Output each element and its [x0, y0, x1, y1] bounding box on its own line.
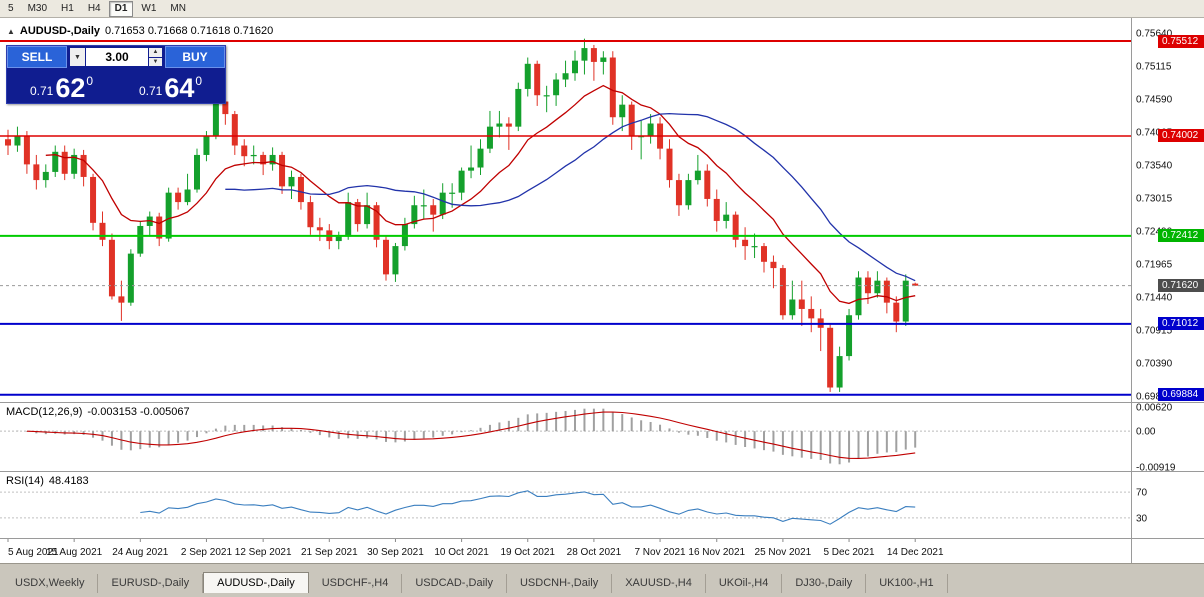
svg-text:0.71965: 0.71965: [1136, 260, 1173, 271]
svg-text:25 Nov 2021: 25 Nov 2021: [755, 547, 812, 558]
macd-values: -0.003153 -0.005067: [87, 406, 190, 418]
tab-xauusd-h4[interactable]: XAUUSD-,H4: [612, 574, 706, 593]
lot-increase-button[interactable]: ▲: [149, 48, 162, 57]
sell-price-point: 0: [86, 74, 94, 88]
collapse-panel-icon[interactable]: ▲: [7, 26, 15, 36]
lot-dropdown-button[interactable]: ▼: [70, 48, 85, 66]
tab-usdcnh-daily[interactable]: USDCNH-,Daily: [506, 574, 613, 593]
tab-ukoil-h4[interactable]: UKOil-,H4: [705, 574, 783, 593]
svg-text:24 Aug 2021: 24 Aug 2021: [112, 547, 169, 558]
lot-size-control: ▼ 3.00 ▲ ▼: [67, 46, 165, 68]
buy-button[interactable]: BUY: [165, 46, 225, 68]
period-button-mn[interactable]: MN: [170, 2, 186, 14]
tab-eurusd-daily[interactable]: EURUSD-,Daily: [98, 574, 204, 593]
svg-text:0.72490: 0.72490: [1136, 227, 1173, 238]
svg-text:0.75640: 0.75640: [1136, 29, 1173, 40]
period-button-d1[interactable]: D1: [108, 0, 134, 17]
svg-text:0.74590: 0.74590: [1136, 95, 1173, 106]
svg-text:0.70915: 0.70915: [1136, 326, 1173, 337]
buy-price[interactable]: 0.71 64 0: [116, 68, 225, 103]
chart-tabbar: USDX,Weekly EURUSD-,Daily AUDUSD-,Daily USD…: [0, 571, 1204, 593]
period-toolbar: 5 M30 H1 H4 D1 W1 MN: [0, 0, 1204, 18]
svg-text:0.00620: 0.00620: [1136, 403, 1173, 414]
tab-usdchf-h4[interactable]: USDCHF-,H4: [308, 574, 403, 593]
buy-price-point: 0: [195, 74, 203, 88]
period-button-h4[interactable]: H4: [87, 2, 101, 14]
svg-text:7 Nov 2021: 7 Nov 2021: [634, 547, 686, 558]
tab-audusd-daily[interactable]: AUDUSD-,Daily: [203, 572, 309, 593]
svg-text:14 Dec 2021: 14 Dec 2021: [887, 547, 944, 558]
sell-price-pips: 62: [55, 73, 86, 103]
buy-price-prefix: 0.71: [138, 84, 163, 98]
svg-text:30 Sep 2021: 30 Sep 2021: [367, 547, 424, 558]
svg-text:0.71440: 0.71440: [1136, 293, 1173, 304]
ohlc-values: 0.71653 0.71668 0.71618 0.71620: [105, 25, 274, 37]
sell-price[interactable]: 0.71 62 0: [7, 68, 116, 103]
buy-price-pips: 64: [164, 73, 195, 103]
period-button-h1[interactable]: H1: [61, 2, 74, 14]
svg-text:0.70390: 0.70390: [1136, 359, 1173, 370]
rsi-value: 48.4183: [48, 475, 89, 487]
tab-dj30-daily[interactable]: DJ30-,Daily: [782, 574, 867, 593]
sell-button[interactable]: SELL: [7, 46, 67, 68]
svg-text:5 Dec 2021: 5 Dec 2021: [823, 547, 875, 558]
svg-text:30: 30: [1136, 513, 1148, 524]
svg-text:28 Oct 2021: 28 Oct 2021: [567, 547, 622, 558]
period-button-w1[interactable]: W1: [141, 2, 157, 14]
svg-text:70: 70: [1136, 488, 1148, 499]
svg-text:0.75115: 0.75115: [1136, 62, 1172, 73]
svg-text:0.73015: 0.73015: [1136, 194, 1173, 205]
svg-text:21 Sep 2021: 21 Sep 2021: [301, 547, 358, 558]
svg-text:0.69865: 0.69865: [1136, 392, 1173, 403]
period-button-5[interactable]: 5: [8, 2, 14, 14]
macd-indicator-label: MACD(12,26,9) -0.003153 -0.005067: [6, 406, 190, 418]
svg-text:19 Oct 2021: 19 Oct 2021: [501, 547, 556, 558]
one-click-trade-panel: SELL ▼ 3.00 ▲ ▼ BUY 0.71 62 0 0.71 64 0: [6, 45, 226, 104]
tab-uk100-h1[interactable]: UK100-,H1: [866, 574, 948, 593]
svg-text:10 Oct 2021: 10 Oct 2021: [434, 547, 489, 558]
tab-usdcad-daily[interactable]: USDCAD-,Daily: [402, 574, 507, 593]
lot-size-field[interactable]: 3.00: [86, 48, 148, 66]
sell-price-prefix: 0.71: [29, 84, 54, 98]
svg-text:0.73540: 0.73540: [1136, 161, 1173, 172]
lot-decrease-button[interactable]: ▼: [149, 57, 162, 66]
chart-canvas[interactable]: 0.75640 0.75115 0.74590 0.74065 0.73540 0.730…: [0, 18, 1204, 563]
svg-text:12 Sep 2021: 12 Sep 2021: [235, 547, 292, 558]
svg-text:15 Aug 2021: 15 Aug 2021: [46, 547, 103, 558]
svg-text:-0.00919: -0.00919: [1136, 463, 1176, 474]
svg-text:5 Aug 2021: 5 Aug 2021: [8, 547, 59, 558]
svg-text:0.00: 0.00: [1136, 427, 1156, 438]
symbol-label: AUDUSD-,Daily: [19, 25, 100, 37]
svg-text:0.74065: 0.74065: [1136, 128, 1173, 139]
period-button-m30[interactable]: M30: [27, 2, 48, 14]
chart-symbol-header: ▲ AUDUSD-,Daily 0.71653 0.71668 0.71618 …: [7, 25, 273, 37]
chart-window: 0.75640 0.75115 0.74590 0.74065 0.73540 0.730…: [0, 18, 1204, 563]
svg-text:16 Nov 2021: 16 Nov 2021: [688, 547, 745, 558]
tab-usdx-weekly[interactable]: USDX,Weekly: [2, 574, 99, 593]
svg-text:2 Sep 2021: 2 Sep 2021: [181, 547, 233, 558]
rsi-indicator-label: RSI(14) 48.4183: [6, 475, 89, 487]
